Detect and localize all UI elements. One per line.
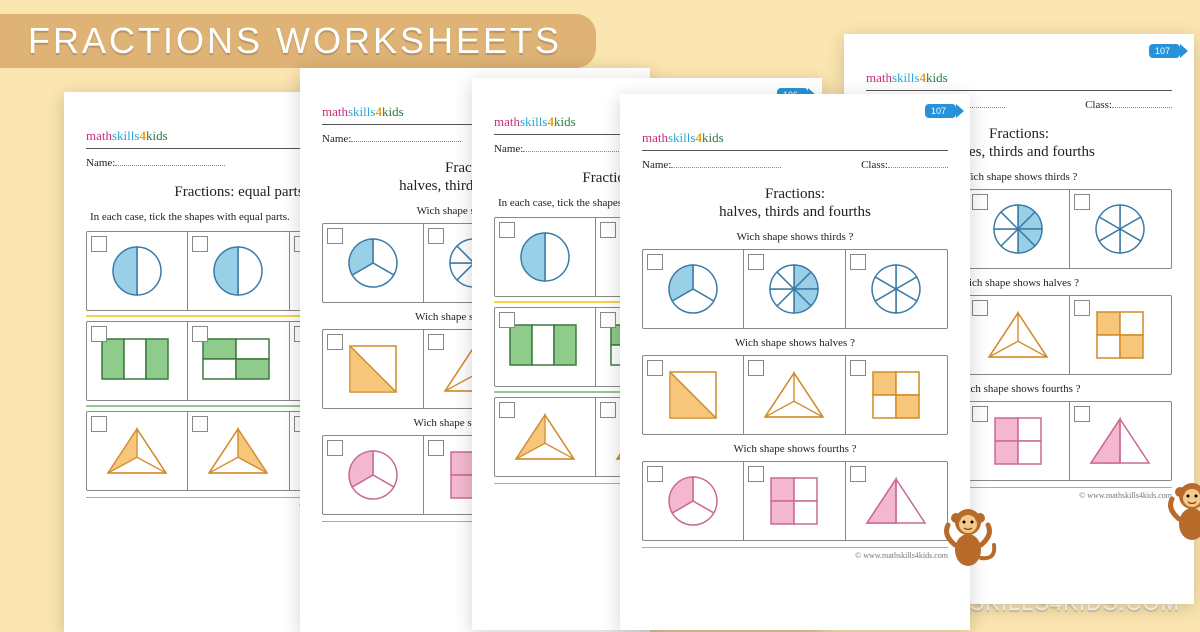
tick-box[interactable] <box>192 236 208 252</box>
shape-cell <box>188 232 289 310</box>
page-number-badge: 107 <box>925 104 956 118</box>
tick-box[interactable] <box>600 312 616 328</box>
tick-box[interactable] <box>91 326 107 342</box>
tick-box[interactable] <box>327 228 343 244</box>
tick-box[interactable] <box>850 360 866 376</box>
tick-box[interactable] <box>428 228 444 244</box>
tick-box[interactable] <box>1074 300 1090 316</box>
shape-cell <box>846 462 947 540</box>
tick-box[interactable] <box>748 466 764 482</box>
monkey-mascot <box>1162 474 1200 544</box>
tick-box[interactable] <box>428 440 444 456</box>
tick-box[interactable] <box>647 360 663 376</box>
shape-cell <box>968 296 1069 374</box>
tick-box[interactable] <box>192 416 208 432</box>
monkey-mascot <box>938 500 998 570</box>
shape-cell <box>87 412 188 490</box>
shape-cell <box>643 250 744 328</box>
shape-cell <box>846 356 947 434</box>
tick-box[interactable] <box>600 402 616 418</box>
worksheet-title: Fractions:halves, thirds and fourths <box>642 185 948 221</box>
tick-box[interactable] <box>327 334 343 350</box>
tick-box[interactable] <box>499 312 515 328</box>
shape-cell <box>1070 190 1171 268</box>
tick-box[interactable] <box>1074 194 1090 210</box>
shape-row <box>642 355 948 435</box>
shape-cell <box>188 412 289 490</box>
shape-cell <box>1070 402 1171 480</box>
tick-box[interactable] <box>748 360 764 376</box>
worksheet-card: 107 mathskills4kids Name: Class: Fractio… <box>620 94 970 630</box>
shape-cell <box>643 462 744 540</box>
shape-cell <box>323 224 424 302</box>
shape-cell <box>495 308 596 386</box>
shape-row <box>642 249 948 329</box>
tick-box[interactable] <box>647 254 663 270</box>
logo: mathskills4kids <box>642 130 948 146</box>
shape-cell <box>188 322 289 400</box>
tick-box[interactable] <box>972 194 988 210</box>
shape-cell <box>1070 296 1171 374</box>
shape-cell <box>643 356 744 434</box>
tick-box[interactable] <box>327 440 343 456</box>
question-text: Wich shape shows thirds ? <box>642 231 948 243</box>
page-number-badge: 107 <box>1149 44 1180 58</box>
shape-cell <box>495 218 596 296</box>
sheet-footer: © www.mathskills4kids.com <box>642 547 948 560</box>
shape-cell <box>968 190 1069 268</box>
logo: mathskills4kids <box>866 70 1172 86</box>
shape-cell <box>495 398 596 476</box>
shape-cell <box>87 232 188 310</box>
shape-cell <box>744 356 845 434</box>
tick-box[interactable] <box>1074 406 1090 422</box>
tick-box[interactable] <box>850 466 866 482</box>
shape-cell <box>846 250 947 328</box>
tick-box[interactable] <box>499 222 515 238</box>
shape-row <box>642 461 948 541</box>
shape-cell <box>744 462 845 540</box>
question-text: Wich shape shows fourths ? <box>642 443 948 455</box>
tick-box[interactable] <box>192 326 208 342</box>
question-text: Wich shape shows halves ? <box>642 337 948 349</box>
tick-box[interactable] <box>428 334 444 350</box>
tick-box[interactable] <box>91 236 107 252</box>
tick-box[interactable] <box>91 416 107 432</box>
shape-cell <box>87 322 188 400</box>
tick-box[interactable] <box>972 300 988 316</box>
page-title-banner: Fractions worksheets <box>0 14 596 68</box>
shape-cell <box>744 250 845 328</box>
tick-box[interactable] <box>600 222 616 238</box>
tick-box[interactable] <box>499 402 515 418</box>
tick-box[interactable] <box>647 466 663 482</box>
shape-cell <box>323 436 424 514</box>
tick-box[interactable] <box>972 406 988 422</box>
name-class-row: Name: Class: <box>642 159 948 171</box>
tick-box[interactable] <box>850 254 866 270</box>
tick-box[interactable] <box>748 254 764 270</box>
shape-cell <box>323 330 424 408</box>
shape-cell <box>968 402 1069 480</box>
